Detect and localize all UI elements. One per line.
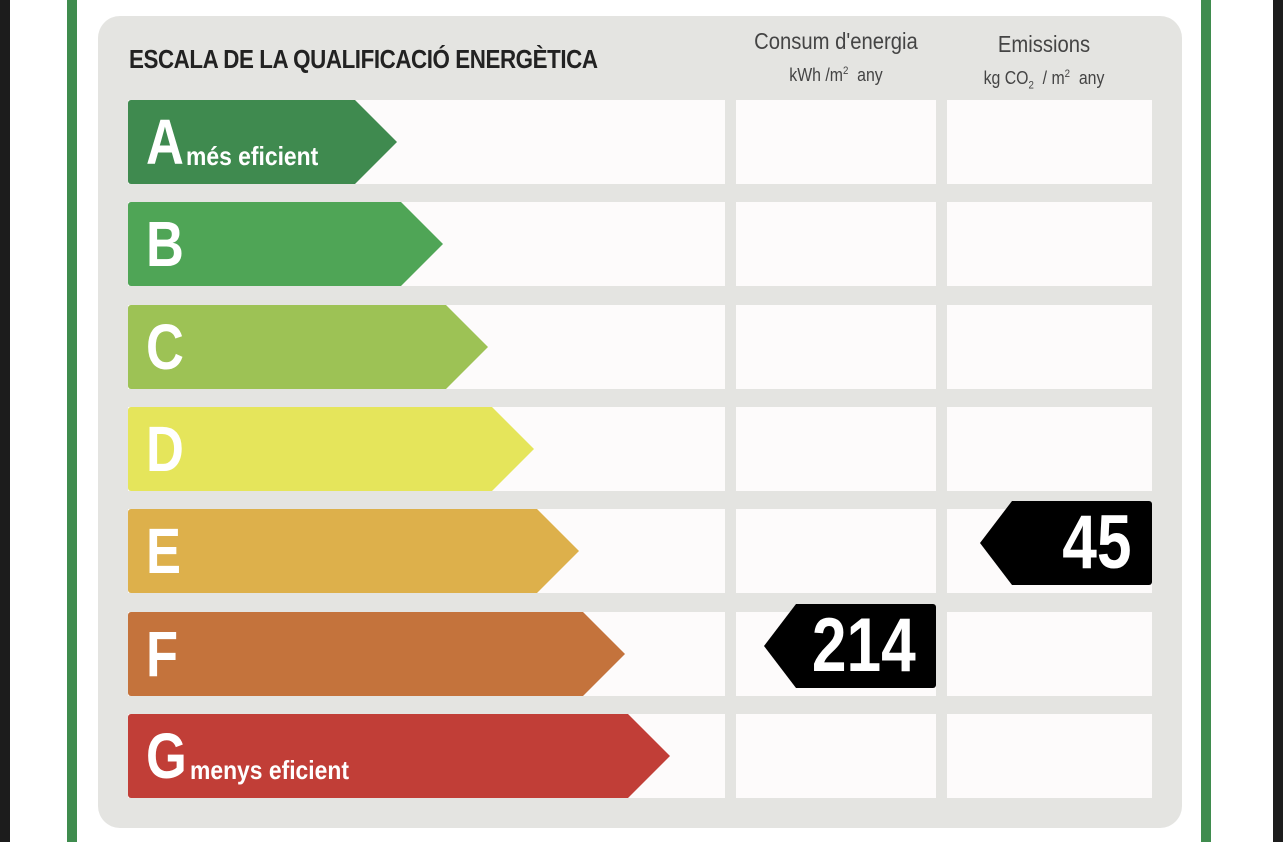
energy-cell bbox=[736, 305, 936, 389]
right-edge-bar bbox=[1273, 0, 1283, 842]
rating-letter: B bbox=[146, 208, 184, 280]
energy-unit: kWh /m2 any bbox=[789, 65, 883, 85]
rating-label: més eficient bbox=[186, 140, 319, 171]
energy-cell bbox=[736, 100, 936, 184]
rating-label: menys eficient bbox=[189, 754, 349, 785]
emissions-cell bbox=[947, 202, 1152, 286]
rating-letter: C bbox=[146, 311, 184, 383]
rating-letter: A bbox=[146, 106, 184, 178]
emissions-rating-marker: 45 bbox=[980, 501, 1152, 585]
emissions-cell bbox=[947, 305, 1152, 389]
energy-cell bbox=[736, 509, 936, 593]
energy-rating-marker: 214 bbox=[764, 604, 936, 688]
emissions-cell bbox=[947, 407, 1152, 491]
left-edge-bar bbox=[0, 0, 10, 842]
emissions-unit: kg CO2 / m2 any bbox=[983, 68, 1105, 92]
frame-border-left bbox=[67, 0, 77, 842]
emissions-cell bbox=[947, 714, 1152, 798]
rating-letter: F bbox=[146, 618, 179, 690]
emissions-heading: Emissions bbox=[997, 31, 1091, 57]
energy-rating-marker-value: 214 bbox=[812, 603, 916, 688]
rating-arrow-d: D bbox=[128, 407, 534, 491]
energy-heading: Consum d'energia bbox=[754, 28, 918, 54]
rating-arrow-f: F bbox=[128, 612, 625, 696]
emissions-cell bbox=[947, 612, 1152, 696]
frame-border-right bbox=[1201, 0, 1211, 842]
rating-letter: E bbox=[146, 515, 182, 587]
energy-column-header: Consum d'energia kWh /m2 any bbox=[736, 28, 936, 86]
rating-arrow-b: B bbox=[128, 202, 443, 286]
scale-title: ESCALA DE LA QUALIFICACIÓ ENERGÈTICA bbox=[129, 44, 598, 74]
energy-cell bbox=[736, 202, 936, 286]
rating-letter: D bbox=[146, 413, 184, 485]
rating-letter: G bbox=[146, 720, 187, 792]
rating-arrow-c: C bbox=[128, 305, 488, 389]
emissions-column-header: Emissions kg CO2 / m2 any bbox=[944, 31, 1144, 92]
energy-cell bbox=[736, 407, 936, 491]
emissions-rating-marker-value: 45 bbox=[1062, 500, 1132, 585]
emissions-cell bbox=[947, 100, 1152, 184]
rating-arrow-e: E bbox=[128, 509, 579, 593]
energy-cell bbox=[736, 714, 936, 798]
